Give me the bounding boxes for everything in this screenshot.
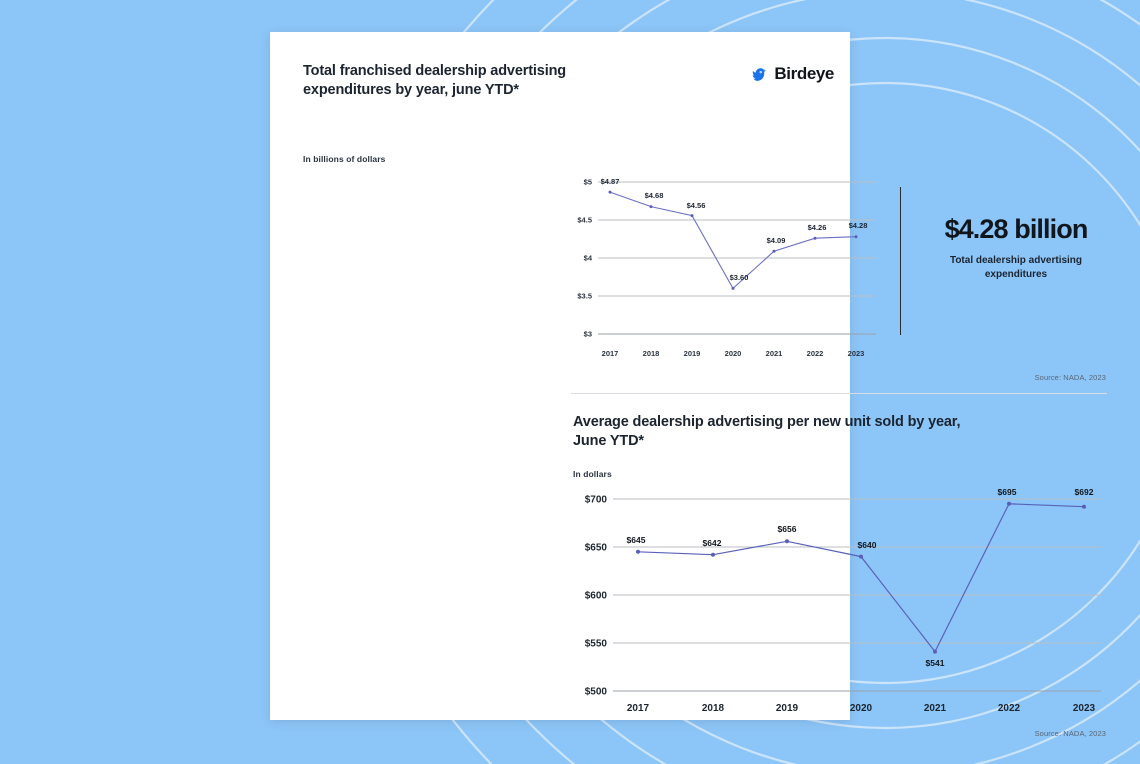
svg-text:$3.5: $3.5: [577, 292, 592, 301]
svg-text:$3: $3: [584, 330, 592, 339]
callout-block: $4.28 billion Total dealership advertisi…: [918, 214, 1114, 281]
svg-text:$550: $550: [585, 639, 608, 650]
svg-text:$3.60: $3.60: [730, 273, 749, 282]
svg-text:$500: $500: [585, 687, 608, 698]
svg-text:$600: $600: [585, 591, 608, 602]
svg-text:$656: $656: [778, 524, 797, 534]
svg-text:$692: $692: [1075, 487, 1094, 497]
svg-text:$541: $541: [926, 658, 945, 668]
svg-text:$4.5: $4.5: [577, 216, 592, 225]
brand-name: Birdeye: [774, 64, 834, 83]
section1-title: Total franchised dealership advertising …: [303, 63, 567, 98]
chart-average-advertising-per-unit: $700 $650 $600 $550 $500 $645 $642 $656 …: [585, 487, 1101, 714]
svg-text:2018: 2018: [702, 703, 725, 714]
callout-value: $4.28 billion: [944, 214, 1089, 244]
section-divider: [571, 393, 1107, 394]
svg-text:2023: 2023: [848, 349, 865, 358]
svg-text:2020: 2020: [850, 703, 873, 714]
svg-text:$695: $695: [998, 487, 1017, 497]
svg-text:$4.26: $4.26: [808, 223, 827, 232]
svg-text:2021: 2021: [766, 349, 783, 358]
svg-text:$5: $5: [584, 178, 592, 187]
svg-text:$642: $642: [703, 538, 722, 548]
svg-text:$650: $650: [585, 543, 608, 554]
section1-source: Source: NADA, 2023: [1034, 373, 1106, 382]
svg-text:$4.28: $4.28: [849, 221, 868, 230]
svg-text:$4.68: $4.68: [645, 191, 664, 200]
callout-label: Total dealership advertising expenditure…: [949, 255, 1083, 280]
callout-divider: [900, 187, 901, 335]
svg-text:$645: $645: [627, 535, 646, 545]
svg-text:$4: $4: [584, 254, 593, 263]
section2-source: Source: NADA, 2023: [1034, 729, 1106, 738]
svg-text:2017: 2017: [602, 349, 619, 358]
chart2-axis-note: In dollars: [573, 469, 612, 479]
chart-total-advertising-expenditures: $5 $4.5 $4 $3.5 $3 $4.87 $4.68 $4.56 $3.…: [577, 177, 876, 358]
svg-text:$4.56: $4.56: [687, 201, 706, 210]
svg-text:$4.87: $4.87: [601, 177, 620, 186]
card-header: Total franchised dealership advertising …: [303, 62, 834, 99]
svg-text:2023: 2023: [1073, 703, 1096, 714]
svg-text:2022: 2022: [998, 703, 1021, 714]
svg-text:2018: 2018: [643, 349, 660, 358]
svg-text:2022: 2022: [807, 349, 824, 358]
svg-text:$640: $640: [858, 540, 877, 550]
svg-text:$700: $700: [585, 495, 608, 506]
svg-text:2019: 2019: [684, 349, 701, 358]
svg-text:2020: 2020: [725, 349, 742, 358]
section2-title: Average dealership advertising per new u…: [573, 414, 961, 449]
svg-text:2017: 2017: [627, 703, 650, 714]
birdeye-bird-icon: [753, 67, 767, 81]
svg-text:2019: 2019: [776, 703, 799, 714]
svg-text:2021: 2021: [924, 703, 947, 714]
infographic-card: Total franchised dealership advertising …: [270, 32, 1107, 738]
birdeye-logo: Birdeye: [750, 62, 834, 84]
svg-text:$4.09: $4.09: [767, 236, 786, 245]
chart1-axis-note: In billions of dollars: [303, 154, 386, 164]
